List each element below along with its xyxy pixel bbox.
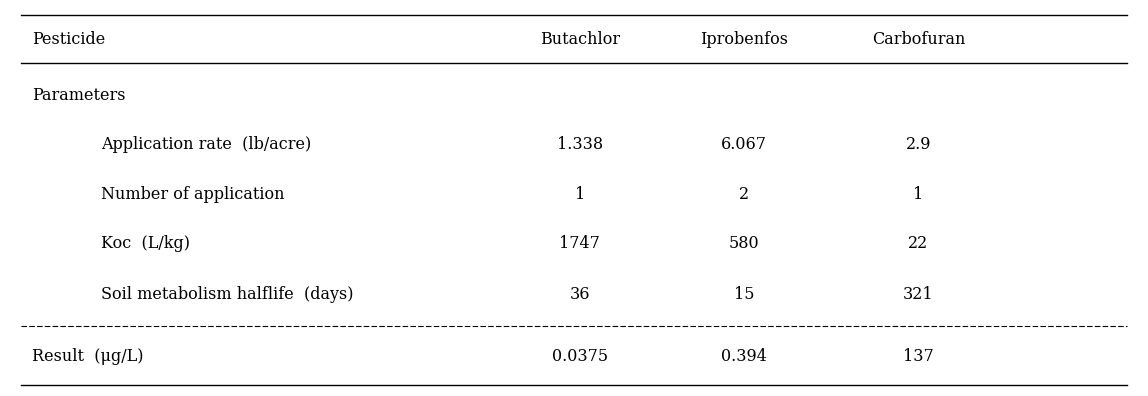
Text: 36: 36 [569,286,590,303]
Text: Pesticide: Pesticide [32,31,106,48]
Text: Butachlor: Butachlor [540,31,620,48]
Text: Result  (μg/L): Result (μg/L) [32,348,144,365]
Text: 0.0375: 0.0375 [552,348,607,365]
Text: 1.338: 1.338 [557,136,603,153]
Text: 15: 15 [734,286,754,303]
Text: Soil metabolism halflife  (days): Soil metabolism halflife (days) [101,286,354,303]
Text: 6.067: 6.067 [721,136,767,153]
Text: Iprobenfos: Iprobenfos [700,31,788,48]
Text: 1: 1 [914,186,923,202]
Text: Koc  (L/kg): Koc (L/kg) [101,235,191,252]
Text: Number of application: Number of application [101,186,285,202]
Text: Carbofuran: Carbofuran [871,31,965,48]
Text: 1747: 1747 [559,235,600,252]
Text: 2: 2 [739,186,748,202]
Text: 1: 1 [575,186,584,202]
Text: 580: 580 [729,235,759,252]
Text: 22: 22 [908,235,929,252]
Text: Parameters: Parameters [32,87,125,103]
Text: 321: 321 [903,286,933,303]
Text: Application rate  (lb/acre): Application rate (lb/acre) [101,136,311,153]
Text: 2.9: 2.9 [906,136,931,153]
Text: 0.394: 0.394 [721,348,767,365]
Text: 137: 137 [903,348,933,365]
